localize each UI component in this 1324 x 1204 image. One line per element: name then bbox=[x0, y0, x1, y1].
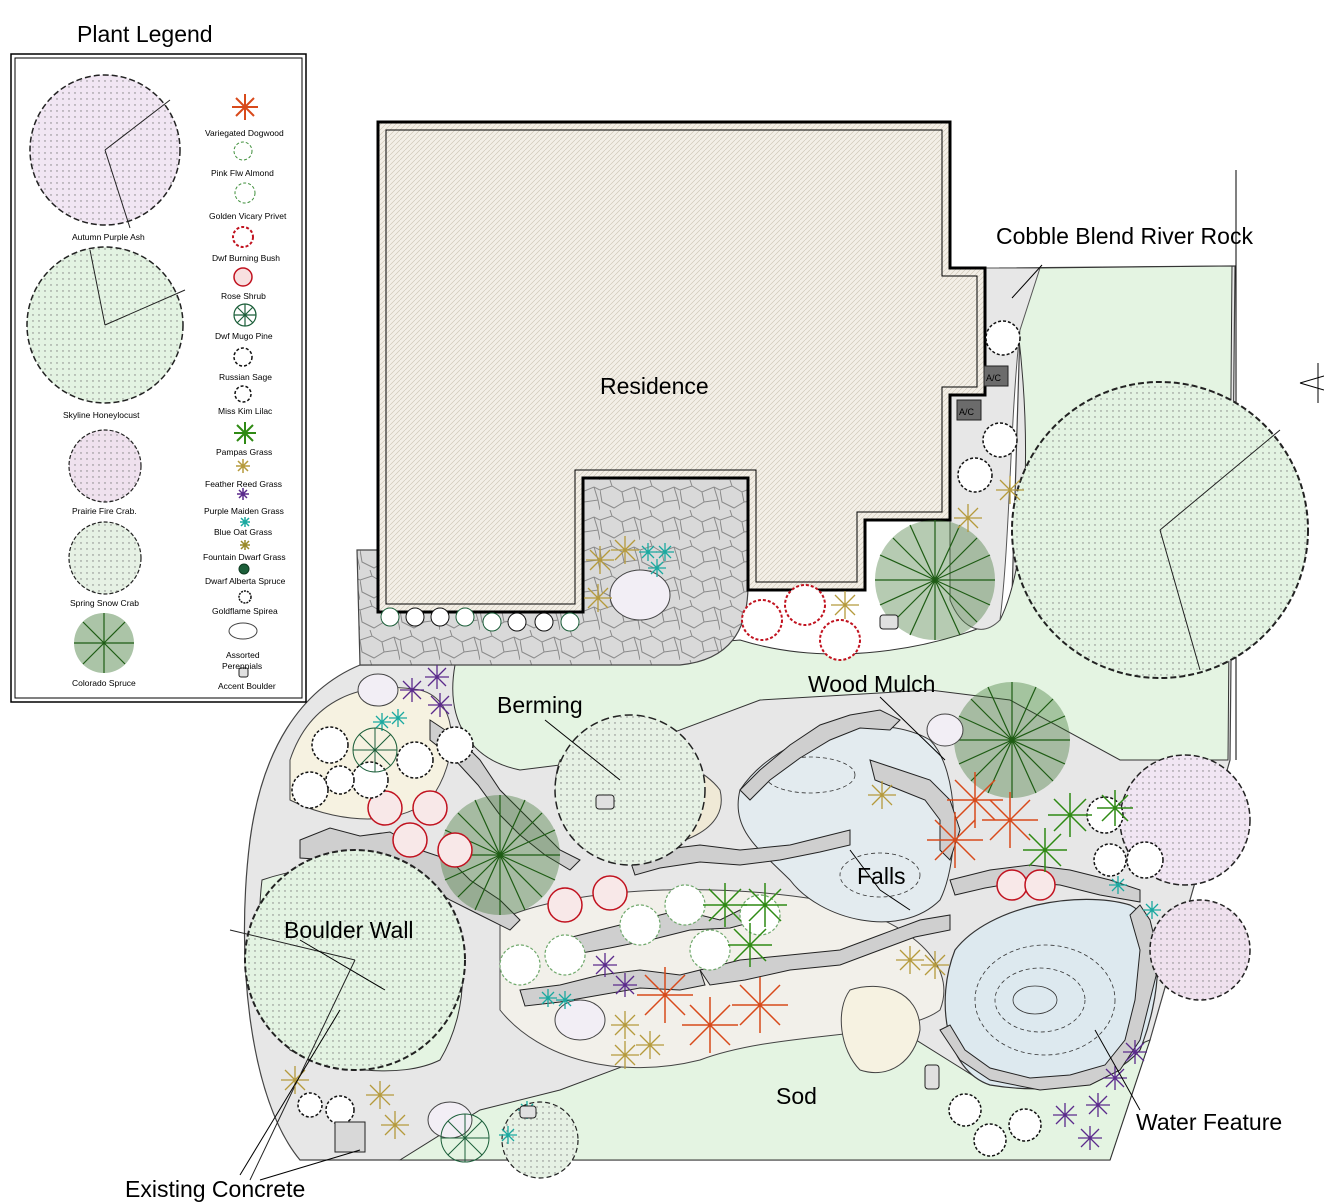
legend-shrub-label-8: Pampas Grass bbox=[216, 447, 272, 457]
legend-shrub-label-12: Fountain Dwarf Grass bbox=[203, 552, 286, 562]
burning-bush-group bbox=[741, 584, 861, 661]
legend-tree-spring-snow-crab bbox=[68, 521, 142, 595]
legend-shrub-label-2: Golden Vicary Privet bbox=[209, 211, 287, 221]
legend-shrub-label-16: Accent Boulder bbox=[218, 681, 276, 691]
label-existing-concrete: Existing Concrete bbox=[125, 1176, 305, 1202]
label-sod: Sod bbox=[776, 1083, 817, 1109]
water-contour-2 bbox=[994, 967, 1086, 1033]
legend-scallop-icon-almond bbox=[233, 141, 253, 161]
russian-sage-group bbox=[291, 320, 1164, 1157]
blue-oat-grass-group bbox=[373, 543, 1161, 1144]
legend-shrub-symbols bbox=[228, 94, 258, 678]
legend-scallop-icon-privet bbox=[234, 182, 256, 204]
legend-star-icon-blue-oat bbox=[240, 517, 250, 527]
legend-scallop-icon-russian-sage bbox=[233, 347, 253, 367]
label-wood-mulch: Wood Mulch bbox=[808, 671, 935, 697]
legend-star-icon-dogwood bbox=[232, 94, 258, 120]
legend-tree-colorado-spruce bbox=[74, 613, 134, 673]
label-residence: Residence bbox=[600, 373, 709, 399]
legend-shrub-label-10: Purple Maiden Grass bbox=[204, 506, 284, 516]
perennials-group bbox=[357, 569, 964, 1139]
legend-tree-autumn-purple-ash bbox=[29, 74, 181, 229]
falls-contour-2 bbox=[839, 852, 921, 898]
legend-shrub-label-1: Pink Flw Almond bbox=[211, 168, 274, 178]
legend-shrub-label-15: Assorted Perennials bbox=[222, 650, 262, 671]
legend-tree-label-4: Colorado Spruce bbox=[72, 678, 136, 688]
legend-star-icon-feather-reed bbox=[236, 459, 250, 473]
falls-contour bbox=[764, 756, 856, 794]
leader-lines bbox=[239, 264, 1141, 1181]
tree-spring-snow-crab-berm bbox=[554, 714, 706, 866]
legend-shrub-label-3: Dwf Burning Bush bbox=[212, 253, 280, 263]
colorado-spruce-wall bbox=[440, 795, 560, 915]
legend-tree-label-3: Spring Snow Crab bbox=[70, 598, 139, 608]
dogwood-group bbox=[637, 772, 1038, 1053]
north-arrow-icon bbox=[1299, 363, 1324, 403]
label-cobble-blend-river-rock: Cobble Blend River Rock bbox=[996, 223, 1253, 249]
legend-shrub-label-14: Goldflame Spirea bbox=[212, 606, 278, 616]
ac-label-1: A/C bbox=[986, 373, 1002, 383]
legend-scallop-icon-burning-bush bbox=[232, 226, 254, 248]
residence-footprint bbox=[376, 120, 987, 614]
water-contour-3 bbox=[1012, 985, 1058, 1015]
legend-star-icon-fountain bbox=[240, 540, 250, 550]
rose-shrub-group bbox=[367, 790, 1056, 923]
mulch-bed-right bbox=[840, 985, 921, 1074]
legend-scallop-icon-lilac bbox=[234, 385, 252, 403]
pampas-grass-group bbox=[703, 790, 1133, 967]
legend-tree-prairie-fire-crab bbox=[68, 429, 142, 503]
legend-shrub-label-7: Miss Kim Lilac bbox=[218, 406, 273, 416]
legend-title: Plant Legend bbox=[77, 21, 213, 47]
legend-shrub-label-0: Variegated Dogwood bbox=[205, 128, 284, 138]
legend-shrub-label-6: Russian Sage bbox=[219, 372, 272, 382]
foundation-shrub-row bbox=[380, 607, 580, 632]
legend-tree-skyline-honeylocust bbox=[26, 246, 186, 404]
ac-unit-2 bbox=[956, 399, 982, 421]
legend-spoke-icon-mugo bbox=[233, 303, 257, 327]
legend-star-icon-pampas bbox=[234, 422, 256, 444]
label-boulder-wall: Boulder Wall bbox=[284, 917, 414, 943]
legend-dotted-circle-icon-rose bbox=[233, 267, 253, 287]
ac-unit-1 bbox=[983, 365, 1009, 387]
legend-shrub-label-4: Rose Shrub bbox=[221, 291, 266, 301]
legend-cloud-icon-perennials bbox=[228, 622, 258, 640]
label-water-feature: Water Feature bbox=[1136, 1109, 1282, 1135]
legend-spoke-icon-alberta bbox=[238, 563, 250, 575]
tree-spring-snow-crab-south bbox=[501, 1101, 579, 1179]
legend-frame-inner bbox=[14, 57, 303, 699]
legend-tree-label-1: Skyline Honeylocust bbox=[63, 410, 140, 420]
legend-shrub-label-11: Blue Oat Grass bbox=[214, 527, 272, 537]
legend-star-icon-purple-maiden bbox=[237, 488, 249, 500]
legend-tree-label-2: Prairie Fire Crab. bbox=[72, 506, 137, 516]
legend-shrub-label-9: Feather Reed Grass bbox=[205, 479, 282, 489]
legend-dotted-circle-icon-spirea bbox=[238, 590, 252, 604]
water-contour-1 bbox=[974, 944, 1116, 1056]
legend-shrub-label-5: Dwf Mugo Pine bbox=[215, 331, 273, 341]
legend-shrub-label-13: Dwarf Alberta Spruce bbox=[205, 576, 286, 586]
colorado-spruce-house bbox=[875, 520, 995, 640]
label-berming: Berming bbox=[497, 692, 583, 718]
ac-label-2: A/C bbox=[959, 407, 975, 417]
label-falls: Falls bbox=[857, 863, 906, 889]
legend-shrub-labels: Variegated Dogwood Pink Flw Almond Golde… bbox=[203, 128, 287, 691]
purple-maiden-grass-group bbox=[400, 665, 1147, 1150]
residence-inner-wall bbox=[385, 129, 978, 605]
tree-skyline-honeylocust-east bbox=[1011, 381, 1309, 679]
legend-boulder-icon bbox=[238, 667, 249, 678]
feather-reed-grass-group bbox=[281, 476, 1024, 1139]
colorado-spruce-mulch bbox=[954, 682, 1070, 798]
tree-prairie-fire-crab-east bbox=[1149, 899, 1251, 1001]
legend-tree-label-0: Autumn Purple Ash bbox=[72, 232, 145, 242]
mugo-pine-group bbox=[352, 727, 490, 1163]
accent-boulder-group bbox=[334, 614, 940, 1153]
tree-skyline-honeylocust-west bbox=[229, 849, 466, 1181]
